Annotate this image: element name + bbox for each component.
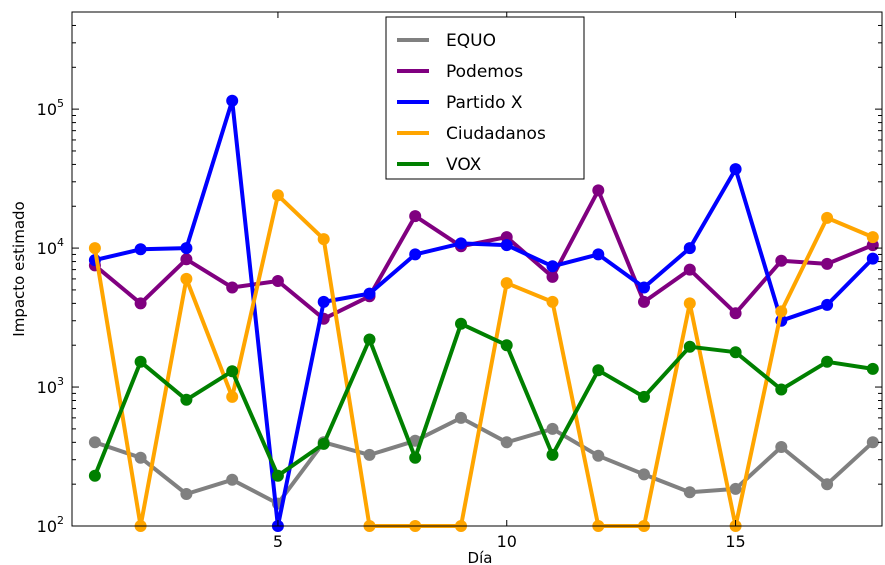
data-point-vox	[271, 469, 284, 482]
data-point-partido-x	[409, 248, 422, 261]
data-point-ciudadanos	[226, 390, 239, 403]
x-tick-label: 15	[725, 532, 745, 551]
data-point-vox	[638, 390, 650, 403]
data-point-equo	[638, 468, 650, 481]
y-axis-title: Impacto estimado	[10, 201, 28, 336]
data-point-partido-x	[455, 237, 467, 250]
data-point-vox	[592, 364, 605, 377]
y-tick-label: 104	[37, 236, 64, 258]
series-line-partido-x	[94, 98, 875, 528]
data-point-vox	[88, 469, 101, 482]
data-point-vox	[821, 355, 834, 368]
data-point-partido-x	[134, 243, 147, 256]
data-point-partido-x	[226, 94, 239, 107]
data-point-partido-x	[729, 163, 742, 176]
data-point-podemos	[409, 210, 422, 223]
series-line-podemos	[93, 188, 874, 321]
data-point-vox	[500, 339, 513, 352]
data-point-ciudadanos	[683, 297, 696, 310]
data-point-partido-x	[638, 281, 650, 294]
data-point-partido-x	[546, 260, 559, 273]
data-point-equo	[134, 451, 147, 464]
y-tick-label: 102	[37, 514, 64, 536]
data-point-vox	[729, 346, 742, 359]
data-point-vox	[226, 365, 239, 378]
data-point-vox	[455, 317, 467, 330]
data-point-podemos	[729, 307, 742, 320]
data-point-podemos	[271, 275, 284, 287]
plot-frame	[71, 11, 883, 527]
series-partido-x	[88, 94, 879, 532]
data-point-partido-x	[866, 252, 879, 265]
data-point-equo	[88, 436, 101, 449]
data-point-ciudadanos	[180, 272, 193, 285]
data-point-partido-x	[317, 295, 330, 308]
ticks-layer: 5 10 15 102 103 104 105	[37, 12, 882, 551]
data-point-equo	[775, 441, 788, 453]
data-point-vox	[409, 451, 422, 464]
data-point-vox	[866, 362, 879, 375]
data-point-vox	[775, 383, 788, 396]
legend-label: Ciudadanos	[446, 124, 546, 144]
y-tick-label: 103	[37, 375, 64, 397]
data-point-podemos	[775, 254, 788, 267]
data-point-equo	[683, 486, 696, 499]
data-point-ciudadanos	[271, 189, 284, 202]
legend-label: Partido X	[446, 93, 523, 113]
data-point-ciudadanos	[500, 277, 513, 290]
data-point-equo	[500, 436, 513, 449]
y-tick-label: 105	[37, 97, 64, 119]
data-point-partido-x	[821, 298, 834, 311]
x-tick-label: 10	[497, 532, 517, 551]
data-point-podemos	[683, 263, 696, 276]
legend: EQUO Podemos Partido X Ciudadanos VOX	[385, 16, 585, 180]
data-point-ciudadanos	[821, 211, 834, 224]
data-point-partido-x	[363, 287, 376, 300]
legend-label: EQUO	[446, 31, 496, 51]
data-point-equo	[363, 448, 376, 461]
data-point-vox	[683, 340, 696, 353]
series-equo	[88, 411, 879, 510]
data-point-ciudadanos	[88, 242, 101, 255]
data-point-partido-x	[592, 248, 605, 261]
data-point-vox	[180, 393, 193, 406]
data-point-equo	[455, 411, 467, 424]
data-point-equo	[821, 478, 834, 491]
data-point-podemos	[180, 253, 193, 266]
data-point-podemos	[638, 295, 650, 308]
data-point-equo	[546, 422, 559, 435]
x-tick-label: 5	[273, 532, 283, 551]
data-point-partido-x	[683, 242, 696, 255]
data-point-ciudadanos	[546, 295, 559, 308]
data-point-ciudadanos	[775, 305, 788, 318]
data-point-equo	[866, 436, 879, 449]
data-point-equo	[226, 473, 239, 486]
data-point-podemos	[821, 257, 834, 270]
data-point-partido-x	[180, 242, 193, 255]
series-vox	[88, 317, 879, 482]
data-point-ciudadanos	[317, 233, 330, 246]
data-point-ciudadanos	[866, 231, 879, 244]
data-point-vox	[546, 448, 559, 461]
data-point-partido-x	[500, 239, 513, 252]
data-point-equo	[592, 449, 605, 462]
data-point-equo	[729, 482, 742, 495]
data-point-vox	[134, 355, 147, 368]
data-point-podemos	[546, 270, 559, 283]
data-point-vox	[317, 437, 330, 450]
data-point-equo	[180, 488, 193, 500]
data-point-vox	[363, 333, 376, 346]
series-layer	[88, 94, 879, 532]
data-point-podemos	[134, 297, 147, 310]
x-axis-title: Día	[468, 549, 493, 565]
legend-label: VOX	[446, 155, 482, 175]
data-point-podemos	[226, 281, 239, 294]
legend-label: Podemos	[446, 62, 523, 82]
legend-box	[385, 16, 585, 180]
data-point-podemos	[592, 184, 605, 197]
series-line-vox	[93, 321, 874, 478]
